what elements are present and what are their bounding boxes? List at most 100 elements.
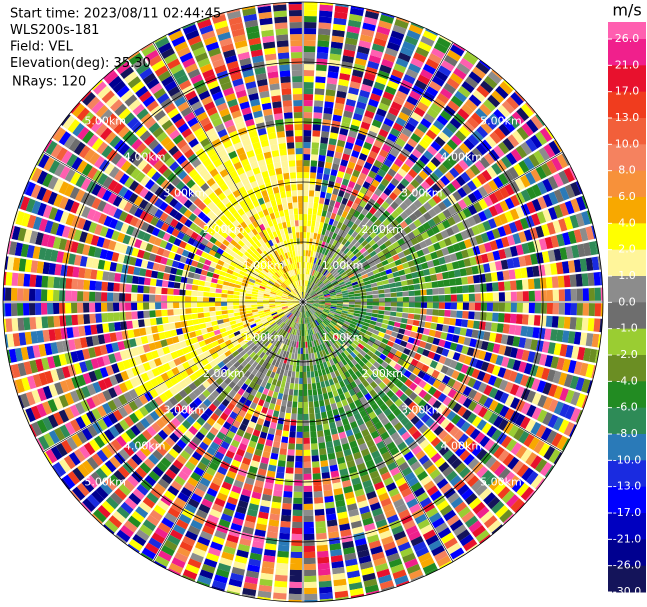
- ray-cell: [313, 479, 322, 486]
- ray-cell: [185, 284, 193, 290]
- ray-cell: [162, 168, 173, 179]
- ray-cell: [262, 35, 275, 44]
- ray-cell: [303, 177, 309, 185]
- ray-cell: [402, 291, 409, 297]
- ray-cell: [305, 353, 309, 360]
- ray-cell: [280, 514, 291, 522]
- ray-cell: [509, 245, 518, 257]
- ray-cell: [300, 342, 303, 348]
- ray-cell: [304, 286, 307, 293]
- ray-cell: [274, 574, 288, 582]
- ray-cell: [346, 283, 353, 288]
- ray-cell: [289, 16, 302, 23]
- ray-cell: [261, 236, 268, 244]
- ray-cell: [588, 241, 598, 256]
- ray-cell: [126, 116, 139, 129]
- ray-cell: [140, 42, 153, 52]
- ray-cell: [156, 131, 168, 143]
- ray-cell: [389, 282, 396, 288]
- ray-cell: [282, 100, 292, 107]
- ray-cell: [293, 281, 297, 288]
- ray-cell: [272, 391, 279, 399]
- ray-cell: [292, 365, 297, 372]
- ray-cell: [383, 53, 396, 63]
- ray-cell: [456, 285, 463, 294]
- ray-cell: [303, 232, 307, 239]
- ray-cell: [483, 153, 495, 165]
- ray-cell: [321, 286, 328, 291]
- ray-cell: [295, 287, 299, 294]
- ray-cell: [210, 282, 217, 288]
- ray-cell: [228, 223, 236, 231]
- ray-cell: [266, 263, 273, 270]
- ray-cell: [259, 223, 266, 231]
- ray-cell: [293, 359, 297, 366]
- ray-cell: [488, 149, 500, 162]
- ray-cell: [331, 300, 338, 302]
- ray-cell: [390, 163, 400, 173]
- ray-cell: [323, 279, 330, 285]
- ray-cell: [289, 238, 294, 246]
- ray-cell: [335, 96, 346, 105]
- ray-cell: [202, 172, 212, 182]
- ray-cell: [313, 257, 317, 264]
- ray-cell: [297, 250, 301, 257]
- ray-cell: [442, 198, 452, 208]
- ray-cell: [153, 87, 166, 100]
- ray-cell: [439, 35, 452, 44]
- ray-cell: [137, 302, 144, 310]
- ray-cell: [359, 200, 367, 208]
- ray-cell: [508, 221, 518, 234]
- ray-cell: [567, 230, 577, 244]
- ray-cell: [341, 273, 348, 279]
- ray-cell: [329, 238, 335, 245]
- ray-cell: [374, 247, 382, 254]
- ray-cell: [388, 278, 395, 284]
- ray-cell: [330, 126, 340, 134]
- ray-cell: [428, 53, 442, 65]
- ray-cell: [303, 273, 305, 280]
- ray-cell: [478, 273, 486, 283]
- ray-cell: [510, 194, 520, 207]
- ray-cell: [380, 163, 390, 173]
- ray-cell: [274, 483, 283, 491]
- ray-cell: [432, 215, 442, 225]
- ray-cell: [422, 191, 432, 201]
- ray-cell: [41, 289, 48, 301]
- ray-cell: [280, 82, 291, 90]
- ray-cell: [89, 291, 96, 302]
- ray-cell: [363, 72, 376, 82]
- ray-cell: [90, 269, 98, 280]
- ray-cell: [199, 168, 209, 178]
- ray-cell: [328, 138, 337, 146]
- ray-cell: [463, 52, 478, 66]
- ray-cell: [352, 169, 361, 178]
- ray-cell: [301, 286, 303, 293]
- ray-cell: [383, 264, 391, 271]
- ray-cell: [155, 294, 162, 302]
- ray-cell: [290, 563, 302, 570]
- ray-cell: [383, 284, 390, 289]
- ray-cell: [354, 233, 362, 241]
- ray-cell: [241, 213, 249, 221]
- ray-cell: [306, 296, 312, 300]
- ray-cell: [593, 272, 601, 286]
- ray-cell: [303, 479, 312, 486]
- ray-cell: [290, 551, 302, 558]
- ray-cell: [303, 202, 308, 209]
- ray-cell: [376, 281, 384, 286]
- ray-cell: [155, 310, 162, 317]
- ray-cell: [322, 204, 329, 212]
- ray-cell: [323, 292, 330, 296]
- ray-cell: [245, 296, 252, 300]
- ray-cell: [192, 319, 200, 325]
- ray-cell: [264, 265, 271, 272]
- ray-cell: [236, 167, 245, 176]
- ray-cell: [71, 278, 79, 290]
- ray-cell: [226, 179, 235, 188]
- ray-cell: [80, 90, 92, 102]
- ray-cell: [440, 229, 449, 239]
- ray-cell: [125, 284, 132, 293]
- ray-cell: [303, 359, 307, 366]
- ray-cell: [385, 47, 398, 57]
